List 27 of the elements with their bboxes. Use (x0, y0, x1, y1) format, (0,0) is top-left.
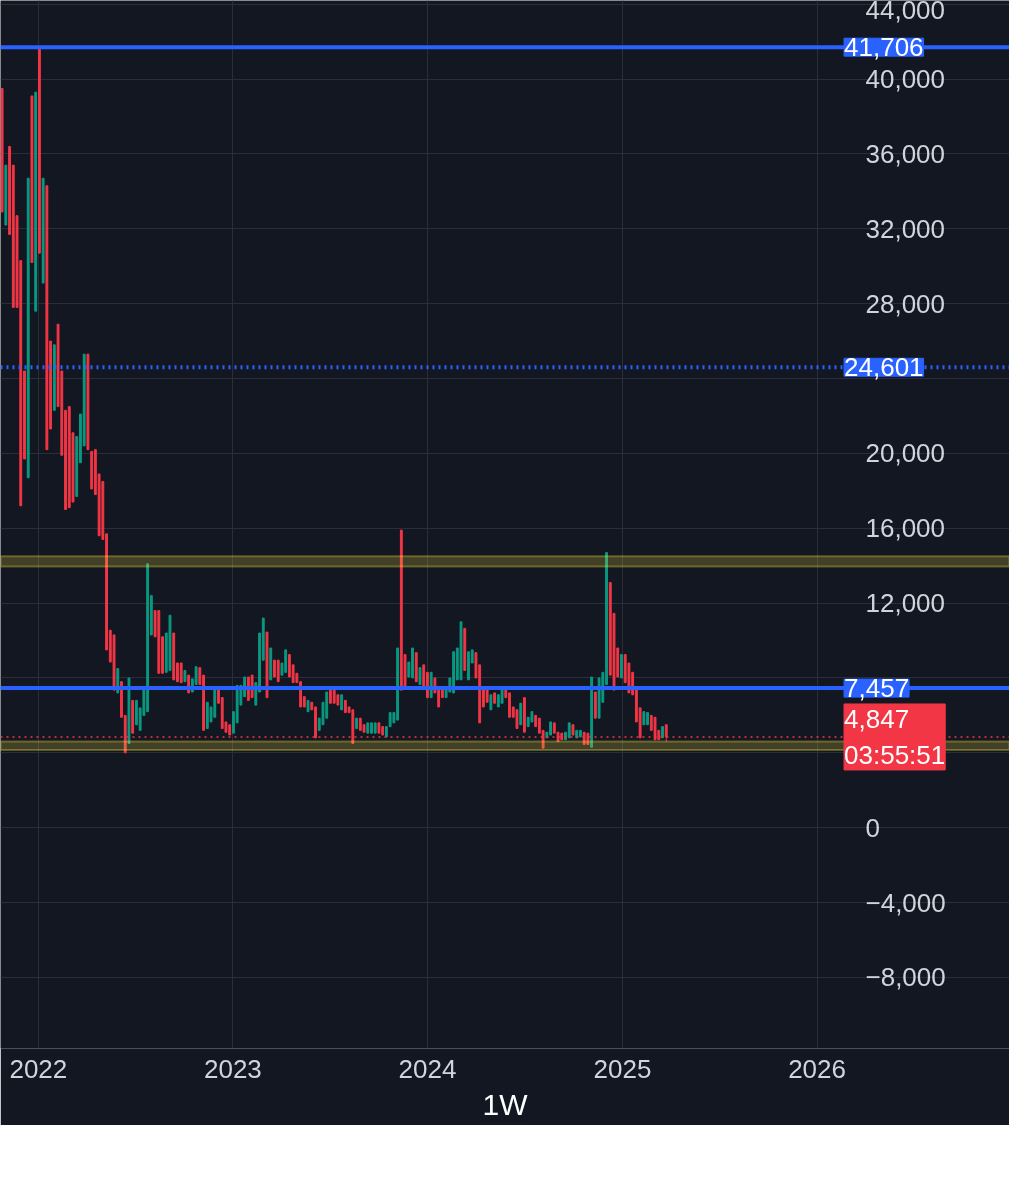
y-tick-label: 36,000 (865, 138, 946, 169)
candlestick (284, 649, 288, 673)
y-tick-label: −4,000 (865, 887, 946, 918)
candlestick (620, 654, 623, 679)
y-tick-label: 28,000 (865, 288, 946, 319)
candlestick (519, 702, 523, 726)
text: 1W (482, 1087, 529, 1121)
candlestick (515, 709, 519, 729)
y-tick-label: −8,000 (865, 962, 946, 993)
y-tick-label: 12,000 (865, 588, 946, 619)
y-tick-label: 44,000 (865, 0, 946, 25)
x-tick-label: 2026 (788, 1053, 846, 1084)
candlestick (276, 659, 280, 683)
x-tick-label: 2023 (203, 1053, 262, 1084)
x-tick-label: 2024 (398, 1053, 457, 1084)
x-tick-label: 2022 (9, 1053, 68, 1084)
y-tick-label: 16,000 (865, 513, 946, 544)
ref-line-label: 7,457 (844, 673, 910, 704)
x-tick-label: 2025 (593, 1053, 652, 1084)
y-tick-label: 40,000 (865, 64, 946, 95)
y-tick-label: 20,000 (865, 438, 946, 469)
ref-line-label: 4,847 03:55:51 (844, 703, 946, 770)
ref-line-label: 41,706 (844, 32, 924, 63)
y-tick-label: 0 (865, 812, 880, 843)
candlestick (179, 662, 183, 684)
y-tick-label: 32,000 (865, 213, 946, 244)
ref-line-label: 24,601 (844, 352, 924, 383)
